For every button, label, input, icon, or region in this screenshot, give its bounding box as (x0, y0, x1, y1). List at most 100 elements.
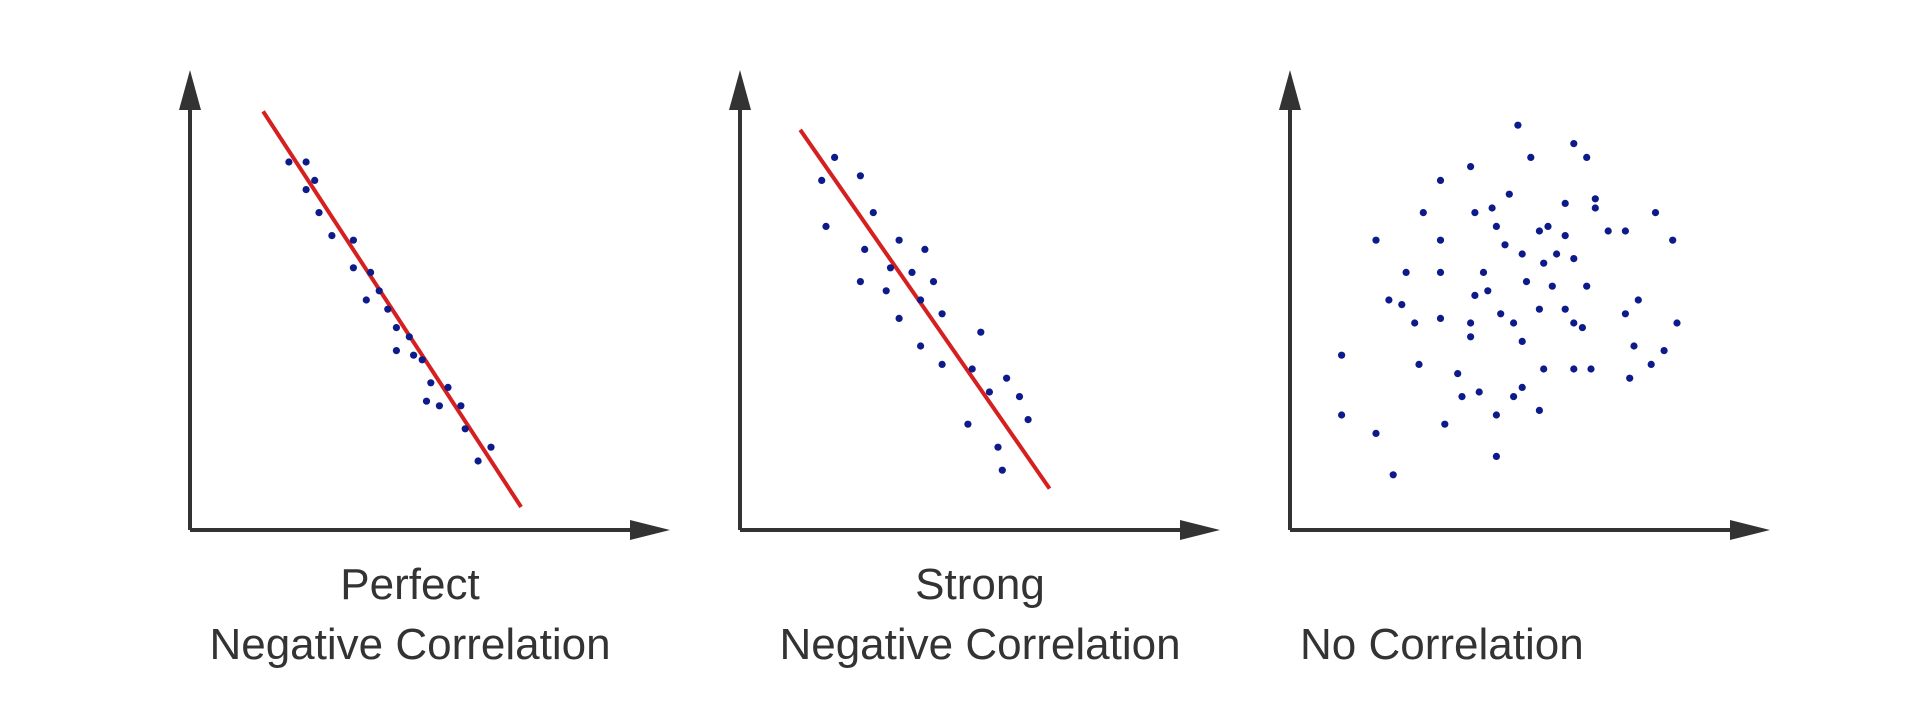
y-axis-arrow-icon (179, 70, 201, 110)
data-point (349, 236, 357, 244)
data-point (1570, 255, 1578, 263)
data-point (1561, 199, 1569, 207)
data-point (917, 296, 925, 304)
data-point (1604, 227, 1612, 235)
data-point (831, 153, 839, 161)
data-point (856, 172, 865, 180)
data-point (427, 379, 435, 387)
data-point (1535, 305, 1543, 313)
data-point (856, 278, 865, 286)
data-point (1591, 195, 1599, 203)
data-point (1535, 227, 1543, 235)
data-point (1626, 374, 1634, 382)
caption-perfect-negative: Perfect Negative Correlation (190, 555, 630, 675)
data-point (1518, 250, 1526, 258)
data-point (1651, 209, 1660, 217)
data-point (1436, 236, 1445, 244)
data-point (487, 443, 495, 451)
data-point (367, 268, 375, 276)
data-point (1024, 416, 1032, 424)
data-point (895, 314, 903, 322)
data-point (882, 287, 890, 295)
data-point (328, 232, 336, 240)
data-point (1587, 365, 1595, 373)
data-point (1544, 222, 1552, 230)
data-point (1647, 360, 1655, 368)
data-point (1561, 305, 1569, 313)
data-point (968, 365, 976, 373)
data-point (1514, 121, 1522, 129)
data-point (869, 209, 877, 217)
data-point (1419, 209, 1427, 217)
data-point (1389, 471, 1397, 479)
data-point (384, 305, 392, 313)
data-point (302, 186, 310, 194)
data-point (444, 383, 452, 391)
data-point (1583, 282, 1591, 290)
data-point (1372, 236, 1380, 244)
data-point (1467, 163, 1475, 171)
data-point (1497, 310, 1505, 318)
data-point (1669, 236, 1677, 244)
data-point (1475, 388, 1483, 396)
data-point (861, 245, 869, 253)
data-point (1578, 324, 1586, 332)
caption-line: Negative Correlation (779, 620, 1181, 669)
data-point (1535, 406, 1543, 414)
data-point (1467, 319, 1475, 327)
trend-line (798, 128, 1052, 490)
data-point (1479, 268, 1488, 276)
plot-none (1279, 70, 1770, 540)
data-point (1402, 268, 1410, 276)
data-point (315, 209, 323, 217)
data-point (1522, 278, 1531, 286)
data-point (886, 264, 895, 272)
data-point (1492, 411, 1500, 419)
data-point (1471, 209, 1479, 217)
data-point (1385, 296, 1393, 304)
data-point (1398, 301, 1406, 309)
caption-line: No Correlation (1300, 620, 1584, 669)
data-point (1553, 250, 1561, 258)
data-point (1630, 342, 1638, 350)
data-point (1527, 153, 1535, 161)
data-point (1458, 393, 1466, 401)
data-point (1492, 452, 1500, 460)
data-point (410, 351, 418, 359)
data-point (1570, 140, 1578, 148)
x-axis-arrow-icon (630, 520, 670, 540)
data-point (392, 347, 400, 355)
data-point (349, 264, 357, 272)
data-point (917, 342, 925, 350)
data-point (1591, 204, 1599, 212)
data-point (1673, 319, 1681, 327)
data-point (1415, 360, 1423, 368)
data-point (1583, 153, 1591, 161)
plot-strong (729, 70, 1220, 540)
data-point (822, 222, 830, 230)
data-point (1436, 314, 1445, 322)
data-point (1510, 319, 1518, 327)
data-point (977, 328, 985, 336)
data-point (1436, 176, 1445, 184)
data-point (392, 324, 400, 332)
data-point (1467, 333, 1475, 341)
data-point (1570, 319, 1578, 327)
data-point (1505, 190, 1513, 198)
data-point (985, 388, 994, 396)
data-point (1338, 351, 1346, 359)
data-point (1518, 383, 1526, 391)
data-point (461, 425, 469, 433)
data-point (1338, 411, 1346, 419)
data-point (1015, 393, 1024, 401)
data-point (938, 360, 946, 368)
data-point (474, 457, 482, 465)
data-point (422, 397, 431, 405)
data-point (1634, 296, 1642, 304)
data-point (1570, 365, 1578, 373)
y-axis-arrow-icon (729, 70, 751, 110)
data-point (1411, 319, 1419, 327)
data-point (405, 333, 413, 341)
data-point (435, 402, 443, 410)
